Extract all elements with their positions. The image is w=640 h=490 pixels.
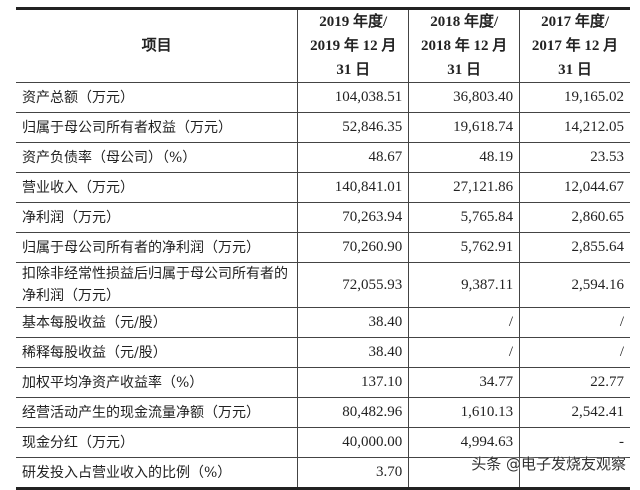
- row-value: 34.77: [408, 367, 521, 398]
- row-label: 归属于母公司所有者的净利润（万元）: [16, 232, 299, 263]
- row-value: 22.77: [519, 367, 630, 398]
- row-label: 加权平均净资产收益率（%）: [16, 367, 299, 398]
- row-value: 19,618.74: [408, 112, 521, 143]
- table-row: 基本每股收益（元/股） 38.40//: [16, 307, 630, 338]
- row-value: 52,846.35: [297, 112, 410, 143]
- row-value: 27,121.86: [408, 172, 521, 203]
- row-label: 经营活动产生的现金流量净额（万元）: [16, 397, 299, 428]
- row-value: 72,055.93: [297, 262, 410, 308]
- row-label: 研发投入占营业收入的比例（%）: [16, 457, 299, 489]
- row-value: 38.40: [297, 337, 410, 368]
- row-value: 9,387.11: [408, 262, 521, 308]
- row-value: 12,044.67: [519, 172, 630, 203]
- table-row: 归属于母公司所有者的净利润（万元） 70,260.90 5,762.91 2,855.…: [16, 232, 630, 263]
- row-label: 归属于母公司所有者权益（万元）: [16, 112, 299, 143]
- row-value: 48.67: [297, 142, 410, 173]
- table-row: 净利润（万元） 70,263.94 5,765.84 2,860.65: [16, 202, 630, 233]
- row-label: 净利润（万元）: [16, 202, 299, 233]
- row-value: 5,765.84: [408, 202, 521, 233]
- financial-table: 项目 2019 年度/ 2019 年 12 月 31 日 2018 年度/ 20…: [16, 7, 630, 490]
- row-value: /: [408, 337, 521, 368]
- row-value: 137.10: [297, 367, 410, 398]
- table-row: 营业收入（万元） 140,841.01 27,121.86 12,044.67: [16, 172, 630, 203]
- row-value: 104,038.51: [297, 82, 410, 113]
- row-value: 70,263.94: [297, 202, 410, 233]
- row-value: 140,841.01: [297, 172, 410, 203]
- table-row: 资产负债率（母公司）（%） 48.67 48.19 23.53: [16, 142, 630, 173]
- header-2018: 2018 年度/ 2018 年 12 月 31 日: [408, 8, 521, 83]
- table-row: 资产总额（万元） 104,038.51 36,803.40 19,165.02: [16, 82, 630, 113]
- row-value: 2,594.16: [519, 262, 630, 308]
- row-value: 2,855.64: [519, 232, 630, 263]
- row-label: 现金分红（万元）: [16, 427, 299, 458]
- watermark: 头条 @电子发烧友观察: [471, 455, 626, 473]
- row-label: 资产总额（万元）: [16, 82, 299, 113]
- row-value: 40,000.00: [297, 427, 410, 458]
- row-value: 3.70: [297, 457, 410, 489]
- row-value: 14,212.05: [519, 112, 630, 143]
- row-value: /: [519, 307, 630, 338]
- row-value: 80,482.96: [297, 397, 410, 428]
- row-value: 48.19: [408, 142, 521, 173]
- table-row: 扣除非经常性损益后归属于母公司所有者的净利润（万元） 72,055.93 9,387…: [16, 262, 630, 308]
- row-value: /: [408, 307, 521, 338]
- row-label: 资产负债率（母公司）（%）: [16, 142, 299, 173]
- table-row: 经营活动产生的现金流量净额（万元） 80,482.96 1,610.13 2,542.…: [16, 397, 630, 428]
- row-value: [408, 457, 521, 489]
- table-row: 归属于母公司所有者权益（万元） 52,846.35 19,618.74 14,212.…: [16, 112, 630, 143]
- table-row: 稀释每股收益（元/股） 38.40//: [16, 337, 630, 368]
- row-label: 基本每股收益（元/股）: [16, 307, 299, 338]
- row-label: 扣除非经常性损益后归属于母公司所有者的净利润（万元）: [16, 262, 299, 308]
- header-2017: 2017 年度/ 2017 年 12 月 31 日: [519, 8, 630, 83]
- row-value: 36,803.40: [408, 82, 521, 113]
- row-value: 5,762.91: [408, 232, 521, 263]
- row-value: 19,165.02: [519, 82, 630, 113]
- row-value: 38.40: [297, 307, 410, 338]
- row-value: 2,860.65: [519, 202, 630, 233]
- row-value: 70,260.90: [297, 232, 410, 263]
- row-value: [519, 457, 630, 489]
- row-label: 稀释每股收益（元/股）: [16, 337, 299, 368]
- header-2019: 2019 年度/ 2019 年 12 月 31 日: [297, 8, 410, 83]
- row-value: 1,610.13: [408, 397, 521, 428]
- row-value: 2,542.41: [519, 397, 630, 428]
- row-value: 23.53: [519, 142, 630, 173]
- table-row: 加权平均净资产收益率（%） 137.10 34.77 22.77: [16, 367, 630, 398]
- row-value: /: [519, 337, 630, 368]
- header-item: 项目: [16, 8, 299, 83]
- row-label: 营业收入（万元）: [16, 172, 299, 203]
